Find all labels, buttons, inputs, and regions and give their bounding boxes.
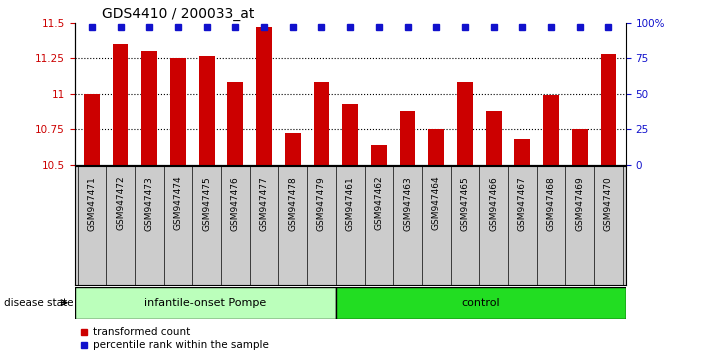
Text: GSM947466: GSM947466 bbox=[489, 176, 498, 230]
Bar bbox=[285, 133, 301, 165]
Text: GSM947467: GSM947467 bbox=[518, 176, 527, 230]
Bar bbox=[515, 139, 530, 165]
Bar bbox=[457, 82, 473, 165]
Text: GSM947470: GSM947470 bbox=[604, 176, 613, 230]
Bar bbox=[170, 58, 186, 165]
Text: GSM947463: GSM947463 bbox=[403, 176, 412, 230]
Text: GSM947477: GSM947477 bbox=[260, 176, 269, 230]
Text: disease state: disease state bbox=[4, 298, 73, 308]
Bar bbox=[314, 82, 329, 165]
Text: GSM947473: GSM947473 bbox=[145, 176, 154, 230]
Text: GSM947462: GSM947462 bbox=[375, 176, 383, 230]
Text: GSM947461: GSM947461 bbox=[346, 176, 355, 230]
Bar bbox=[141, 51, 157, 165]
Bar bbox=[84, 94, 100, 165]
Text: GSM947475: GSM947475 bbox=[202, 176, 211, 230]
Text: GSM947474: GSM947474 bbox=[173, 176, 183, 230]
Bar bbox=[486, 111, 501, 165]
Bar bbox=[428, 129, 444, 165]
Text: GSM947476: GSM947476 bbox=[231, 176, 240, 230]
Bar bbox=[543, 95, 559, 165]
Bar bbox=[601, 54, 616, 165]
Text: infantile-onset Pompe: infantile-onset Pompe bbox=[144, 298, 267, 308]
Bar bbox=[400, 111, 415, 165]
Text: GSM947468: GSM947468 bbox=[547, 176, 555, 230]
Bar bbox=[336, 287, 626, 319]
Bar bbox=[228, 82, 243, 165]
Text: GSM947479: GSM947479 bbox=[317, 176, 326, 230]
Bar bbox=[342, 104, 358, 165]
Legend: transformed count, percentile rank within the sample: transformed count, percentile rank withi… bbox=[80, 327, 269, 350]
Text: control: control bbox=[461, 298, 500, 308]
Bar bbox=[112, 44, 129, 165]
Bar bbox=[572, 129, 588, 165]
Text: GSM947464: GSM947464 bbox=[432, 176, 441, 230]
Bar bbox=[75, 287, 336, 319]
Text: GSM947478: GSM947478 bbox=[288, 176, 297, 230]
Text: GDS4410 / 200033_at: GDS4410 / 200033_at bbox=[102, 7, 255, 21]
Text: GSM947465: GSM947465 bbox=[461, 176, 469, 230]
Bar bbox=[371, 145, 387, 165]
Bar bbox=[199, 56, 215, 165]
Text: GSM947469: GSM947469 bbox=[575, 176, 584, 230]
Bar bbox=[256, 27, 272, 165]
Text: GSM947471: GSM947471 bbox=[87, 176, 97, 230]
Text: GSM947472: GSM947472 bbox=[116, 176, 125, 230]
